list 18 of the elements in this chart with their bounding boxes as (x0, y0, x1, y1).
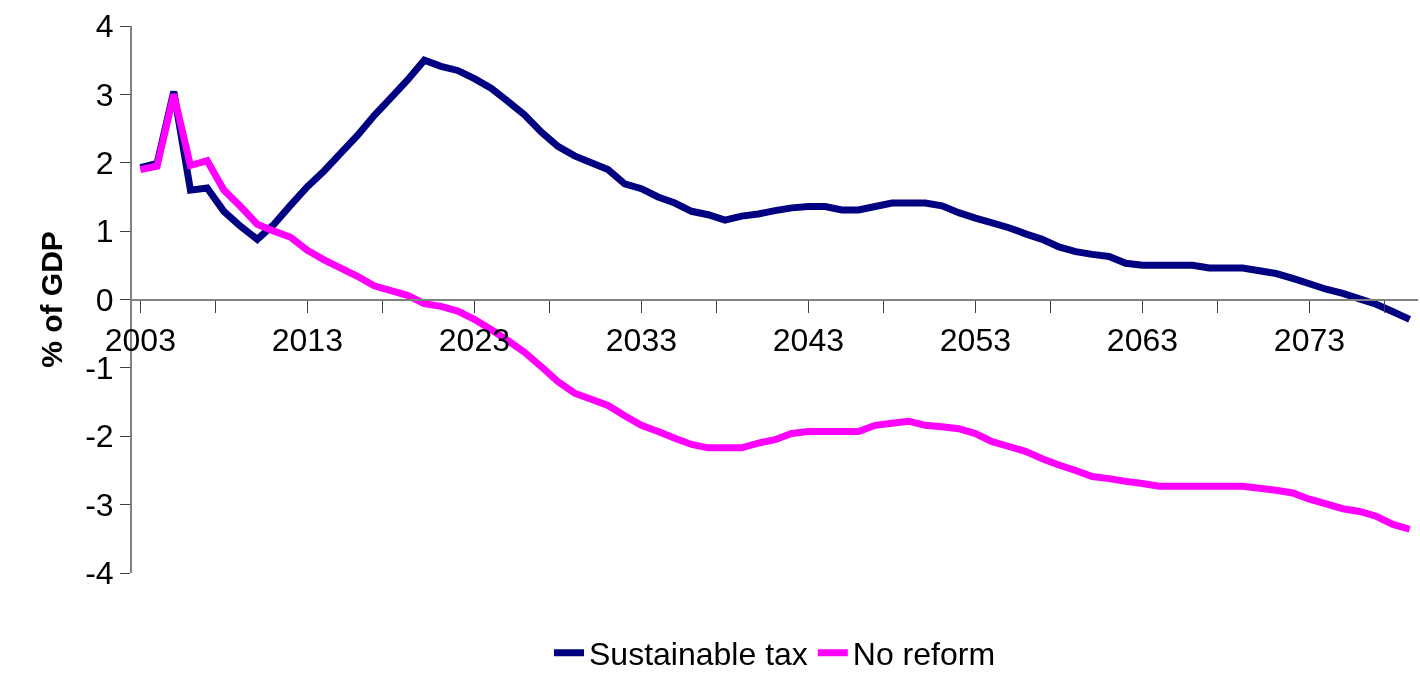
x-tick-label: 2053 (939, 321, 1012, 358)
y-tick-label: 2 (95, 144, 114, 181)
x-tick-label: 2033 (605, 321, 677, 358)
y-tick-label: -4 (85, 555, 114, 592)
y-tick-label: -2 (85, 418, 114, 455)
x-tick-label: 2063 (1106, 321, 1179, 358)
legend-label: Sustainable tax (589, 636, 808, 673)
x-tick-label: 2073 (1273, 321, 1346, 358)
y-tick-label: 4 (95, 8, 114, 45)
x-tick-label: 2043 (772, 321, 844, 358)
y-tick-label: 1 (95, 213, 114, 250)
y-tick-label: -3 (85, 486, 114, 523)
y-tick-label: 0 (95, 281, 114, 318)
x-tick-label: 2023 (438, 321, 510, 358)
y-tick-label: 3 (95, 76, 114, 113)
y-axis-title: % of GDP (34, 231, 68, 368)
legend-label: No reform (852, 636, 996, 673)
x-tick-label: 2013 (271, 321, 343, 358)
